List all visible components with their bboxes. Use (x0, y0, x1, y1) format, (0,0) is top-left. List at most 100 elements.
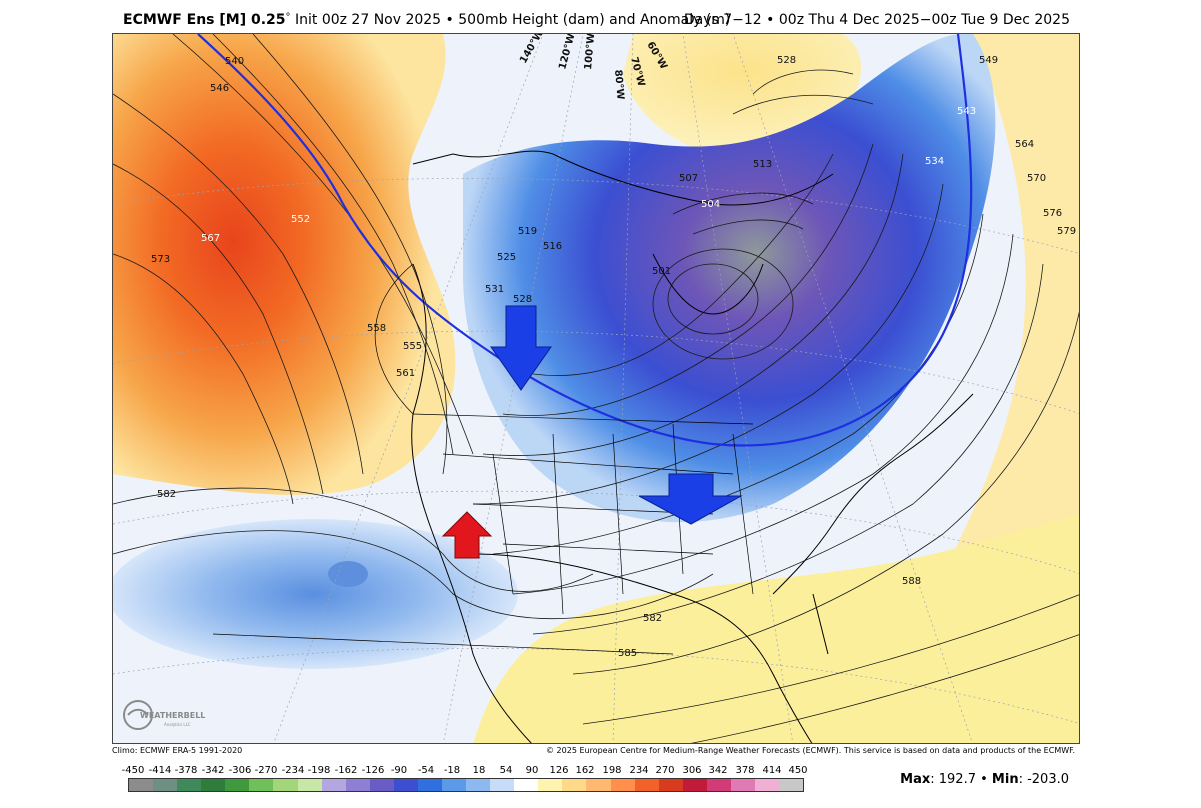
colorbar-swatch (706, 779, 731, 791)
contour-label: 507 (679, 173, 698, 184)
colorbar-swatch (369, 779, 394, 791)
colorbar-tick: 126 (549, 765, 569, 776)
up-arrow-southwest-icon (441, 511, 493, 559)
max-min-stats: Max: 192.7 • Min: -203.0 (900, 772, 1069, 787)
colorbar-swatch (249, 779, 274, 791)
contour-label: 573 (151, 254, 170, 265)
longitude-label: 100°W (583, 34, 597, 70)
colorbar-tick: -198 (307, 765, 331, 776)
colorbar-swatch (225, 779, 250, 791)
colorbar-tick: -342 (201, 765, 225, 776)
contour-label: 540 (225, 56, 244, 67)
colorbar-tick: -414 (148, 765, 172, 776)
colorbar-swatch (658, 779, 683, 791)
colorbar-swatch (321, 779, 346, 791)
contour-label: 582 (157, 489, 176, 500)
colorbar-swatch (610, 779, 635, 791)
colorbar-swatch (682, 779, 707, 791)
contour-label: 579 (1057, 226, 1076, 237)
state-borders (212, 263, 754, 655)
contour-label: 528 (513, 294, 532, 305)
contour-label: 531 (485, 284, 504, 295)
contour-label: 543 (957, 106, 976, 117)
colorbar-swatch (514, 779, 539, 791)
weatherbell-logo: WEATHERBELL Analytics LLC (120, 698, 210, 732)
init-time: Init 00z 27 Nov 2025 (290, 12, 442, 28)
colorbar-tick: -54 (417, 765, 435, 776)
colorbar-swatch (730, 779, 756, 791)
colorbar-tick: 414 (762, 765, 782, 776)
contour-label: 564 (1015, 139, 1034, 150)
coastlines (411, 150, 974, 743)
colorbar-swatch (586, 779, 611, 791)
colorbar (128, 778, 804, 792)
graticule (113, 34, 1079, 743)
warm-anomaly-south (473, 514, 1079, 743)
contour-label: 558 (367, 323, 386, 334)
colorbar-swatch (273, 779, 298, 791)
colorbar-tick: 90 (525, 765, 539, 776)
contour-label: 567 (201, 233, 220, 244)
contour-label: 546 (210, 83, 229, 94)
colorbar-tick: -270 (254, 765, 278, 776)
colorbar-swatch (153, 779, 178, 791)
cold-anomaly-canada (463, 34, 996, 523)
colorbar-tick: -126 (361, 765, 385, 776)
colorbar-tick: -234 (281, 765, 305, 776)
min-value: : -203.0 (1018, 772, 1069, 787)
logo-subtext: Analytics LLC (164, 722, 191, 727)
warm-anomaly-atlantic (933, 34, 1079, 594)
contour-label: 561 (396, 368, 415, 379)
contour-label: 516 (543, 241, 562, 252)
colorbar-tick: 306 (682, 765, 702, 776)
longitude-label: 80°W (612, 69, 626, 100)
down-arrow-ohio-valley-icon (638, 473, 743, 525)
contour-label: 519 (518, 226, 537, 237)
colorbar-swatch (129, 779, 154, 791)
colorbar-tick: -306 (228, 765, 252, 776)
colorbar-swatch (297, 779, 322, 791)
contour-label: 576 (1043, 208, 1062, 219)
map-panel: 540 546 552 567 573 558 555 561 582 528 … (112, 33, 1080, 744)
colorbar-swatch (562, 779, 587, 791)
colorbar-tick: 378 (735, 765, 755, 776)
colorbar-tick: 342 (708, 765, 728, 776)
colorbar-tick: 450 (788, 765, 808, 776)
map-title: ECMWF Ens [M] 0.25° Init 00z 27 Nov 2025… (123, 12, 731, 28)
warm-anomaly-pacific (113, 34, 456, 495)
map-svg: 540 546 552 567 573 558 555 561 582 528 … (113, 34, 1079, 743)
colorbar-swatch (538, 779, 563, 791)
contour-label: 588 (902, 576, 921, 587)
contour-540-highlight (197, 34, 973, 447)
colorbar-labels: -450 -414 -378 -342 -306 -270 -234 -198 … (121, 765, 811, 777)
colorbar-tick: 198 (602, 765, 622, 776)
colorbar-tick: -18 (443, 765, 461, 776)
colorbar-swatch (393, 779, 418, 791)
colorbar-swatch (442, 779, 467, 791)
contour-label: 504 (701, 199, 720, 210)
colorbar-tick: 54 (499, 765, 513, 776)
contour-label: 552 (291, 214, 310, 225)
contour-label-group: 540 546 552 567 573 558 555 561 582 528 … (151, 55, 1076, 659)
contour-label: 585 (618, 648, 637, 659)
colorbar-tick: -90 (390, 765, 408, 776)
colorbar-tick: -450 (121, 765, 145, 776)
contour-label: 570 (1027, 173, 1046, 184)
colorbar-tick: -378 (174, 765, 198, 776)
contour-label: 513 (753, 159, 772, 170)
max-value: : 192.7 (930, 772, 976, 787)
colorbar-swatch (417, 779, 443, 791)
logo-text: WEATHERBELL (140, 711, 205, 720)
climo-note: Climo: ECMWF ERA-5 1991-2020 (112, 746, 243, 755)
contour-label: 582 (643, 613, 662, 624)
colorbar-swatch (201, 779, 226, 791)
product-name: 500mb Height (dam) and Anomaly (m) (458, 12, 731, 28)
colorbar-tick: 162 (575, 765, 595, 776)
colorbar-tick: 234 (629, 765, 649, 776)
valid-period: Days 7−12 • 00z Thu 4 Dec 2025−00z Tue 9… (683, 12, 1070, 28)
cold-anomaly-pacific (113, 519, 518, 669)
model-name: ECMWF Ens [M] 0.25 (123, 12, 286, 28)
colorbar-tick: 270 (655, 765, 675, 776)
height-contours (113, 34, 1079, 743)
colorbar-swatch (779, 779, 804, 791)
